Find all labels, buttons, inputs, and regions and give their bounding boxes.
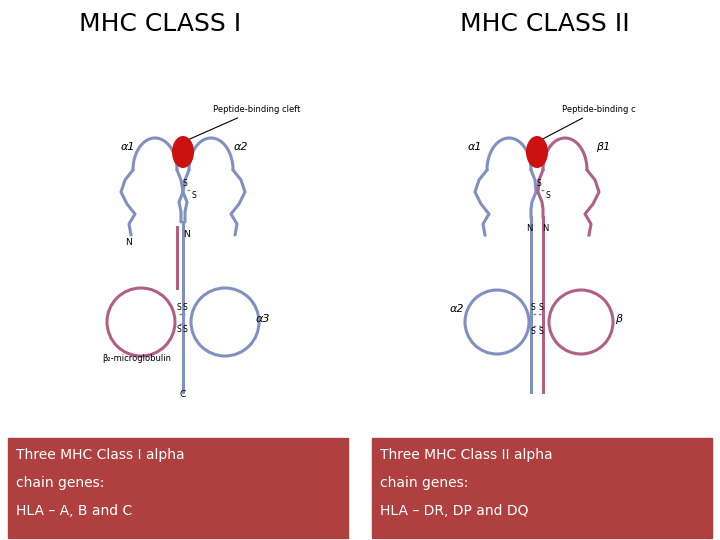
FancyBboxPatch shape (8, 438, 348, 538)
Text: S: S (536, 179, 541, 188)
FancyBboxPatch shape (372, 438, 712, 538)
Text: HLA – DR, DP and DQ: HLA – DR, DP and DQ (380, 504, 528, 518)
Text: MHC CLASS I: MHC CLASS I (79, 12, 241, 36)
Text: β: β (616, 314, 623, 324)
Text: N: N (184, 230, 190, 239)
Text: β₂-microglobulin: β₂-microglobulin (102, 354, 171, 363)
Text: N: N (526, 224, 532, 233)
Text: HLA – A, B and C: HLA – A, B and C (16, 504, 132, 518)
Ellipse shape (526, 136, 548, 168)
Text: Peptide-binding c: Peptide-binding c (539, 105, 636, 141)
Text: N: N (542, 224, 548, 233)
Text: S: S (183, 303, 187, 312)
Text: α3: α3 (256, 314, 270, 324)
Text: S: S (531, 327, 536, 336)
Text: S: S (546, 191, 550, 200)
Text: Peptide-binding cleft: Peptide-binding cleft (186, 105, 300, 141)
Text: C: C (180, 390, 186, 399)
Text: chain genes:: chain genes: (16, 476, 104, 490)
Text: chain genes:: chain genes: (380, 476, 469, 490)
Text: S: S (176, 325, 181, 334)
Text: α2: α2 (450, 304, 464, 314)
Text: S: S (183, 325, 187, 334)
Text: N: N (125, 238, 132, 247)
Ellipse shape (172, 136, 194, 168)
Text: β1: β1 (596, 142, 610, 152)
Text: α1: α1 (468, 142, 482, 152)
Text: MHC CLASS II: MHC CLASS II (460, 12, 630, 36)
Text: Three MHC Class II alpha: Three MHC Class II alpha (380, 448, 553, 462)
Text: S: S (539, 327, 544, 336)
Text: S: S (176, 303, 181, 312)
Text: S: S (539, 303, 544, 312)
Text: S: S (192, 191, 197, 200)
Text: α1: α1 (121, 142, 135, 152)
Text: α2: α2 (234, 142, 248, 152)
Text: S: S (531, 303, 536, 312)
Text: S: S (183, 179, 187, 188)
Text: Three MHC Class I alpha: Three MHC Class I alpha (16, 448, 184, 462)
